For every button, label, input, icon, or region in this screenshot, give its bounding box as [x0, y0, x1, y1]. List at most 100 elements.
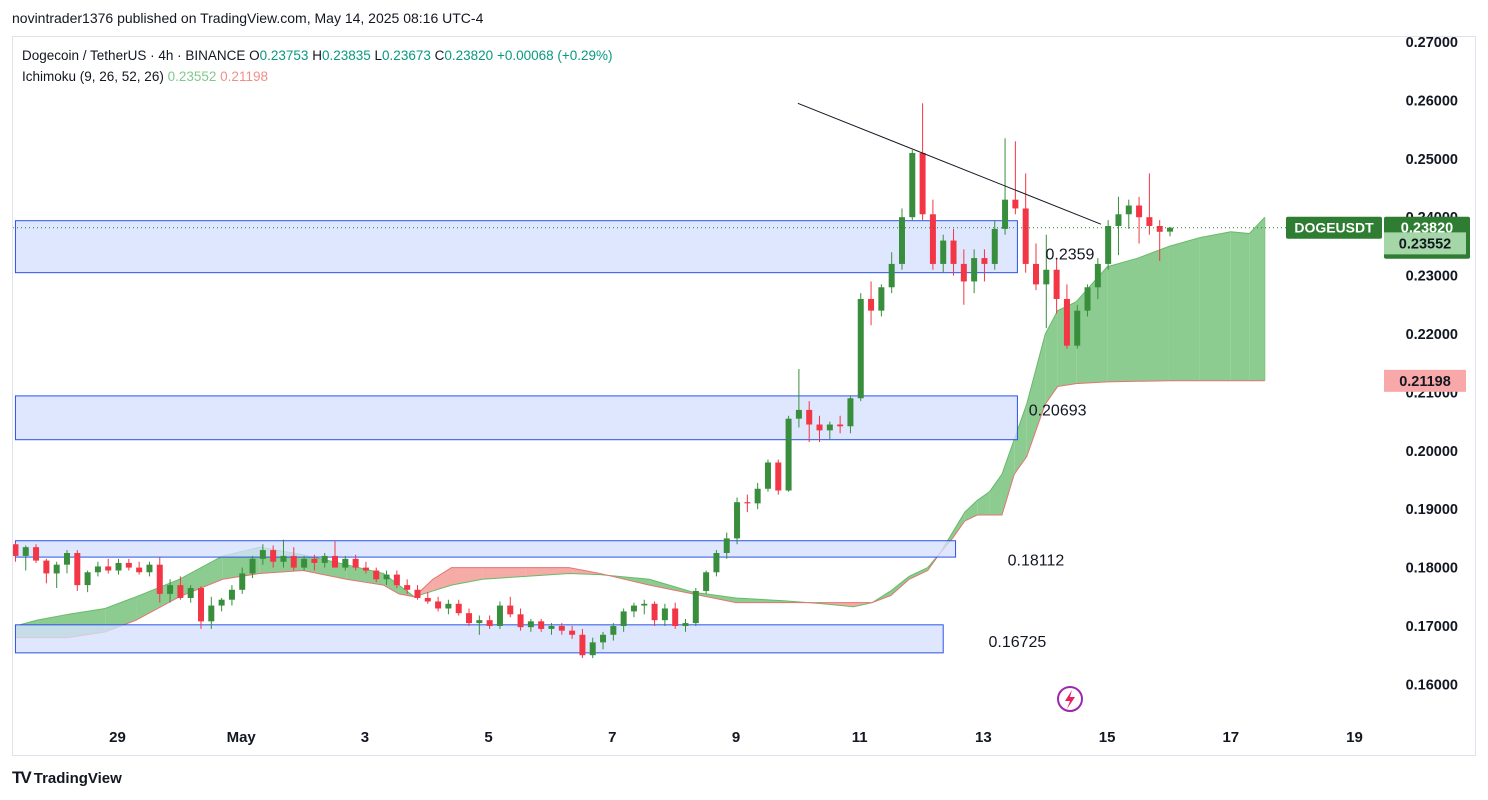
candle-body [218, 599, 225, 606]
bullish-candle [249, 555, 256, 579]
candle-body [589, 642, 596, 656]
legend-low-label: L [374, 48, 383, 63]
candle-body [1043, 269, 1050, 285]
ichimoku-cloud-segment [482, 567, 526, 580]
bearish-candle [43, 558, 50, 584]
candle-body [198, 588, 205, 622]
candle-body [579, 634, 586, 656]
candle-body [22, 547, 29, 556]
candle-body [208, 605, 215, 622]
lightning-icon[interactable] [1057, 686, 1083, 712]
candle-body [868, 298, 875, 311]
support-resistance-zone[interactable] [14, 540, 957, 558]
support-resistance-zone[interactable] [14, 220, 1018, 274]
bearish-candle [270, 545, 277, 568]
x-axis-tick-label: 19 [1346, 729, 1363, 746]
candle-body [878, 287, 885, 311]
tradingview-brand[interactable]: TV TradingView [12, 768, 122, 788]
candle-body [672, 608, 679, 626]
legend-ichimoku-label[interactable]: Ichimoku (9, 26, 52, 26) [22, 69, 164, 84]
bullish-candle [208, 596, 215, 629]
candle-body [857, 298, 864, 399]
y-axis-tick-label: 0.19000 [1406, 502, 1458, 518]
bullish-candle [826, 421, 833, 440]
candle-body [466, 613, 473, 624]
candle-body [548, 626, 555, 629]
y-axis-tick-label: 0.27000 [1406, 35, 1458, 51]
ichimoku-cloud-segment [1045, 310, 1058, 405]
span-b-tag-label: 0.21198 [1399, 374, 1451, 390]
ichimoku-cloud-segment [977, 491, 990, 516]
x-axis-tick-label: 17 [1222, 729, 1239, 746]
candle-body [538, 621, 545, 629]
legend-open-label: O [249, 48, 260, 63]
candle-body [981, 258, 988, 264]
ichimoku-cloud-segment [964, 500, 978, 521]
candle-body [764, 462, 771, 489]
y-axis-tick-label: 0.23000 [1406, 269, 1458, 285]
y-axis-tick-label: 0.16000 [1406, 677, 1458, 693]
x-axis-tick-label: 7 [608, 729, 616, 746]
x-axis-tick-label: 15 [1099, 729, 1116, 746]
ichimoku-cloud-segment [989, 474, 1002, 516]
candle-body [713, 553, 720, 573]
bearish-candle [517, 608, 524, 631]
candle-body [1063, 298, 1070, 346]
bullish-candle [682, 618, 689, 632]
candle-body [177, 585, 184, 598]
bullish-candle [342, 555, 349, 571]
bearish-candle [156, 557, 163, 603]
bearish-candle [74, 550, 81, 591]
candle-body [847, 398, 854, 427]
candle-body [445, 603, 452, 609]
support-resistance-zone[interactable] [14, 395, 1018, 441]
bearish-candle [290, 547, 297, 571]
x-axis-tick-label: 11 [852, 729, 868, 746]
ichimoku-cloud-segment [1026, 334, 1046, 457]
candle-body [290, 555, 297, 568]
candle-body [486, 620, 493, 626]
legend-ichimoku-span-a: 0.23552 [167, 69, 217, 84]
span-a-tag-bg [1384, 232, 1466, 255]
candle-body [651, 603, 658, 621]
candle-body [734, 502, 741, 539]
publisher-attribution: novintrader1376 published on TradingView… [12, 10, 484, 26]
candle-body [249, 558, 256, 574]
trend-line[interactable] [797, 102, 1102, 225]
bearish-candle [558, 623, 565, 635]
candle-body [74, 553, 81, 586]
candle-body [84, 572, 91, 586]
bearish-candle [136, 561, 143, 575]
bearish-candle [806, 401, 813, 443]
bearish-candle [579, 628, 586, 659]
candle-body [311, 558, 318, 563]
span-b-tag-bg [1384, 369, 1466, 392]
legend-close-value: 0.23820 [444, 48, 494, 63]
candle-body [898, 217, 905, 264]
bearish-candle [775, 459, 782, 495]
bearish-candle [981, 249, 988, 282]
candle-body [837, 424, 844, 427]
candle-body [1094, 263, 1101, 288]
candle-body [146, 564, 153, 573]
bearish-candle [538, 618, 545, 632]
bullish-candle [1167, 226, 1174, 237]
legend-high-value: 0.23835 [321, 48, 371, 63]
legend-symbol[interactable]: Dogecoin / TetherUS · 4h · BINANCE [22, 48, 246, 63]
candle-body [1146, 217, 1153, 226]
bullish-candle [909, 150, 916, 221]
legend-ohlc-row: Dogecoin / TetherUS · 4h · BINANCE O 0.23… [22, 45, 613, 66]
bearish-candle [352, 554, 359, 571]
candle-body [1156, 225, 1163, 232]
bullish-candle [1125, 199, 1132, 229]
bullish-candle [795, 369, 802, 428]
bullish-candle [445, 599, 452, 615]
bullish-candle [1043, 234, 1050, 329]
bullish-candle [1074, 304, 1081, 349]
y-axis-tick-label: 0.22000 [1406, 327, 1458, 343]
tradingview-brand-label: TradingView [33, 769, 122, 787]
candle-body [600, 634, 607, 643]
legend-ichimoku-span-b: 0.21198 [220, 69, 268, 84]
bullish-candle [1115, 196, 1122, 256]
